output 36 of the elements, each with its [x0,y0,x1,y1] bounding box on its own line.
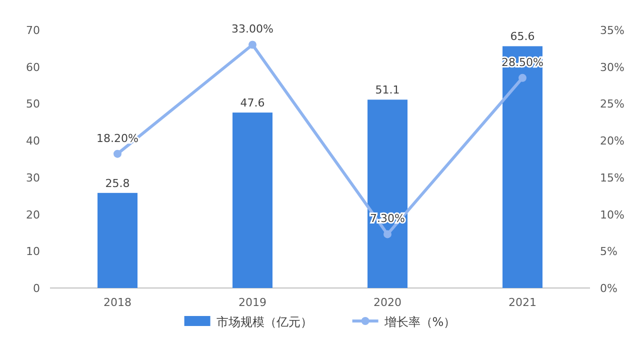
x-tick-label: 2019 [238,296,266,309]
y-tick-label: 10 [26,245,40,258]
y2-tick-label: 25% [600,98,624,111]
x-tick-label: 2021 [508,296,536,309]
y-tick-label: 50 [26,98,40,111]
x-tick-label: 2020 [374,296,402,309]
y2-tick-label: 0% [600,282,618,295]
y-tick-label: 40 [26,134,40,148]
point [384,230,392,238]
data-label: 33.00% [232,22,274,36]
bar [98,192,138,288]
y2-tick-label: 20% [600,134,624,148]
bar [232,112,272,288]
y2-tick-label: 5% [600,245,618,258]
bar [368,100,408,288]
y-tick-label: 0 [33,282,40,295]
y2-tick-label: 15% [600,171,624,184]
x-tick-label: 2018 [104,296,132,309]
point [518,74,526,82]
y2-tick-label: 35% [600,24,624,37]
legend-label: 增长率（%） [383,315,456,329]
data-label: 65.6 [510,30,535,44]
point [248,40,256,49]
y2-tick-label: 10% [600,208,624,222]
point [114,150,122,158]
y-tick-label: 20 [26,208,40,222]
data-label: 25.8 [105,176,130,190]
bar [502,46,542,288]
data-label: 7.30% [370,212,405,226]
y-tick-label: 60 [26,60,40,74]
y2-tick-label: 30% [600,60,624,74]
data-label: 51.1 [375,84,400,97]
y-tick-label: 30 [26,171,40,184]
legend-label: 市场规模（亿元） [216,315,312,329]
data-label: 47.6 [240,96,265,110]
y-tick-label: 70 [26,24,40,37]
